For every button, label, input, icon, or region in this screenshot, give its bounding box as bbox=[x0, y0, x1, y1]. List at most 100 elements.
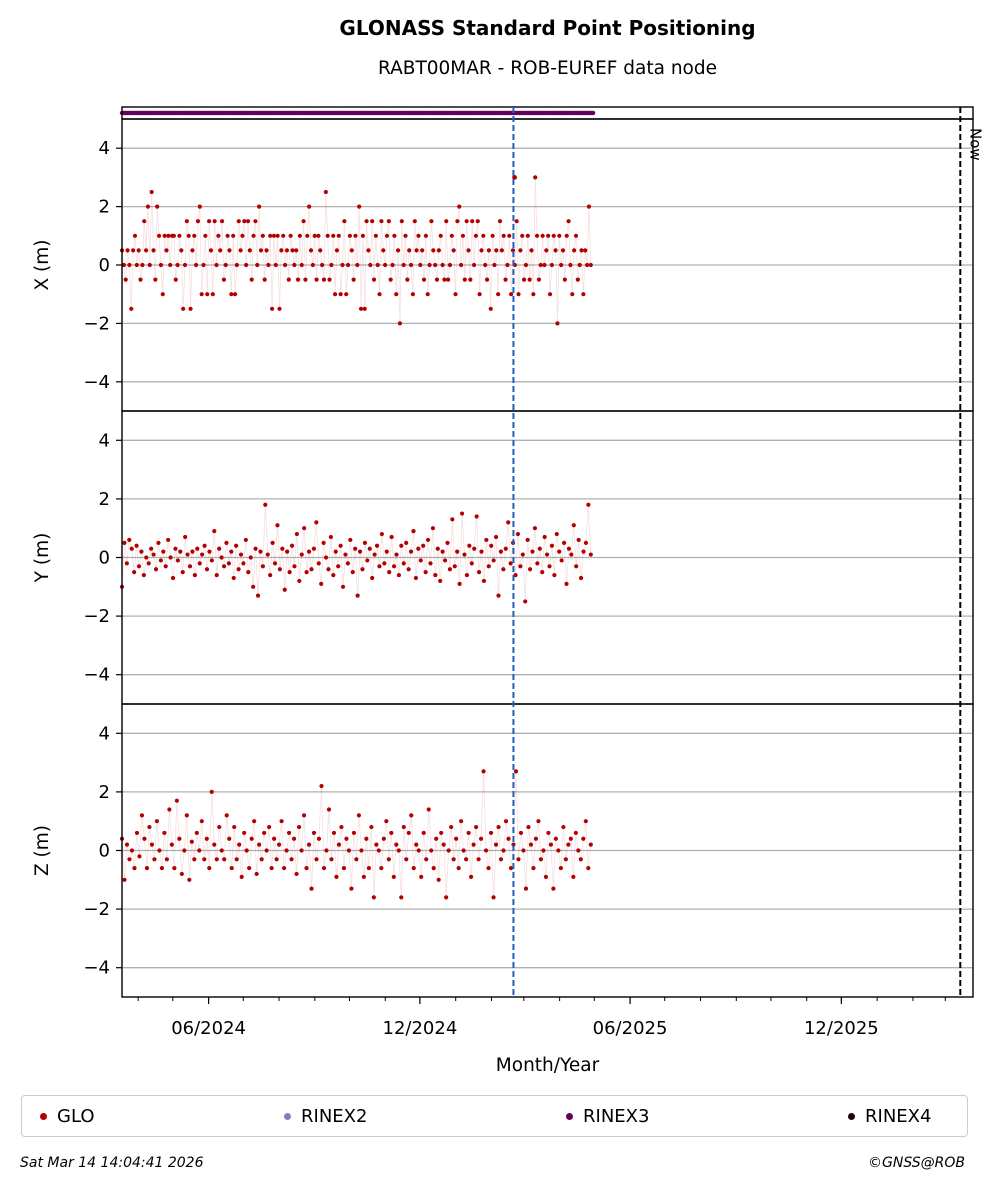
data-point bbox=[204, 567, 210, 572]
data-point bbox=[404, 540, 409, 545]
data-point bbox=[249, 836, 254, 841]
data-point bbox=[386, 857, 391, 862]
data-point bbox=[359, 848, 364, 853]
data-point bbox=[326, 567, 331, 572]
data-point bbox=[127, 857, 132, 862]
data-point bbox=[212, 842, 217, 847]
data-point bbox=[586, 502, 591, 507]
data-point bbox=[291, 836, 297, 841]
data-point bbox=[236, 219, 241, 224]
data-point bbox=[186, 233, 191, 238]
data-point bbox=[366, 865, 371, 871]
data-point bbox=[122, 877, 127, 882]
footer-credit: ©GNSS@ROB bbox=[868, 1155, 965, 1171]
data-point bbox=[149, 546, 154, 551]
data-point bbox=[275, 523, 280, 528]
data-point bbox=[571, 874, 576, 879]
data-point bbox=[561, 540, 567, 545]
data-point bbox=[331, 830, 337, 836]
data-point bbox=[477, 292, 482, 297]
data-point bbox=[411, 529, 416, 534]
data-point bbox=[551, 233, 556, 238]
data-point bbox=[455, 549, 460, 554]
data-point bbox=[382, 561, 387, 566]
y-axis-label: Z (m) bbox=[32, 825, 53, 876]
data-point bbox=[407, 248, 412, 253]
data-point bbox=[479, 549, 484, 554]
data-point bbox=[461, 848, 466, 853]
data-point bbox=[229, 292, 234, 297]
data-point bbox=[361, 874, 366, 879]
data-point bbox=[175, 262, 180, 268]
data-point bbox=[364, 219, 369, 224]
data-point bbox=[566, 546, 572, 551]
data-point bbox=[249, 277, 254, 282]
data-point bbox=[498, 549, 504, 554]
data-point bbox=[445, 540, 450, 545]
data-point bbox=[295, 277, 301, 282]
data-point bbox=[536, 819, 541, 824]
data-point bbox=[178, 549, 183, 554]
y-tick-label: −2 bbox=[83, 899, 110, 920]
data-point bbox=[301, 813, 307, 818]
data-point bbox=[132, 865, 137, 871]
data-point bbox=[268, 572, 273, 578]
data-point bbox=[301, 219, 306, 224]
data-point bbox=[309, 886, 314, 891]
data-point bbox=[523, 599, 528, 604]
data-point bbox=[527, 567, 533, 572]
data-point bbox=[219, 555, 224, 560]
data-point bbox=[436, 877, 441, 882]
y-tick-label: 0 bbox=[99, 548, 110, 569]
data-point bbox=[503, 819, 509, 824]
data-point bbox=[447, 567, 453, 572]
data-point bbox=[329, 262, 334, 268]
data-point bbox=[377, 564, 382, 569]
data-point bbox=[559, 262, 564, 268]
data-point bbox=[190, 549, 195, 554]
data-point bbox=[543, 874, 549, 879]
data-point bbox=[525, 233, 530, 238]
data-point bbox=[490, 233, 495, 238]
data-point bbox=[244, 262, 249, 268]
data-point bbox=[416, 233, 421, 238]
data-point bbox=[424, 857, 429, 862]
data-point bbox=[248, 555, 253, 560]
data-point bbox=[384, 549, 389, 554]
data-point bbox=[394, 552, 399, 557]
data-point bbox=[321, 865, 327, 871]
data-point bbox=[348, 537, 353, 543]
legend-item-glo: GLO bbox=[40, 1096, 95, 1136]
data-point bbox=[456, 865, 461, 871]
data-point bbox=[388, 277, 393, 282]
rinex-strip-frame bbox=[121, 106, 974, 120]
data-point bbox=[208, 248, 214, 253]
data-point bbox=[360, 567, 365, 572]
data-point bbox=[381, 836, 386, 841]
data-point bbox=[434, 277, 440, 282]
data-point bbox=[533, 175, 538, 180]
data-point bbox=[257, 204, 262, 209]
data-point bbox=[262, 830, 267, 836]
y-tick-label: 2 bbox=[99, 489, 110, 510]
data-point bbox=[209, 558, 214, 563]
data-point bbox=[442, 558, 448, 563]
data-point bbox=[479, 248, 484, 253]
data-point bbox=[251, 584, 256, 589]
data-point bbox=[506, 836, 511, 841]
data-point bbox=[151, 248, 156, 253]
data-point bbox=[428, 561, 433, 566]
data-point bbox=[557, 549, 562, 554]
data-point bbox=[192, 572, 197, 578]
data-point bbox=[416, 848, 421, 853]
data-point bbox=[409, 813, 414, 818]
data-point bbox=[498, 857, 504, 862]
y-tick-label: −4 bbox=[83, 372, 110, 393]
data-point bbox=[158, 558, 163, 563]
frame-layer bbox=[116, 106, 974, 1004]
data-point bbox=[297, 233, 302, 238]
data-point bbox=[503, 546, 508, 551]
data-point bbox=[340, 262, 345, 268]
data-point bbox=[396, 848, 401, 853]
data-point bbox=[548, 842, 554, 847]
